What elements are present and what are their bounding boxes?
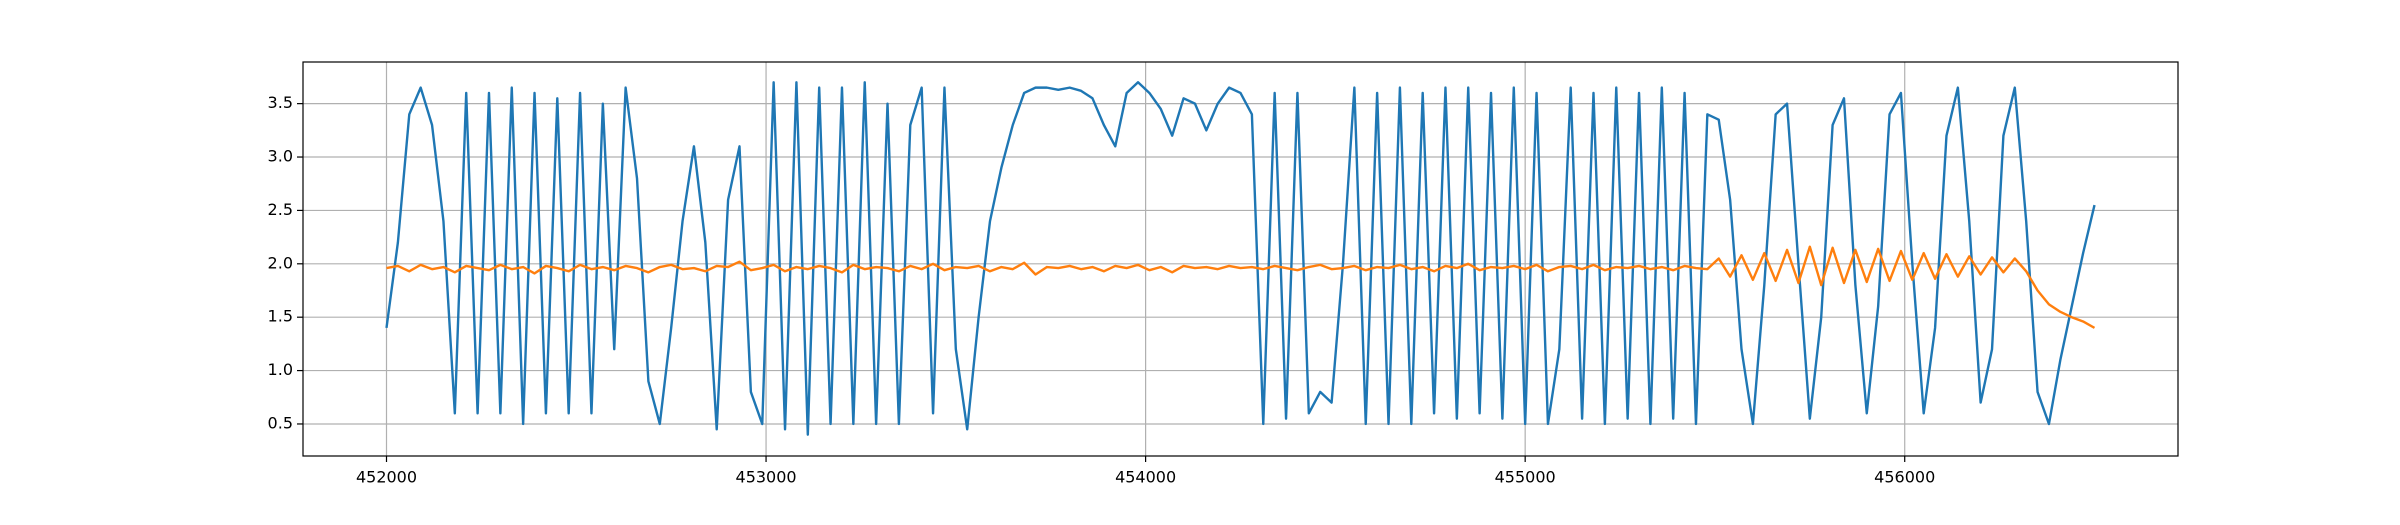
- x-tick-label: 455000: [1495, 468, 1556, 487]
- y-tick-label: 1.5: [268, 307, 293, 326]
- x-tick-label: 454000: [1115, 468, 1176, 487]
- x-tick-label: 456000: [1874, 468, 1935, 487]
- data-line: [385, 81, 2096, 436]
- x-tick-label: 453000: [736, 468, 797, 487]
- y-tick-label: 0.5: [268, 413, 293, 432]
- x-tick-label: 452000: [356, 468, 417, 487]
- y-tick-label: 1.0: [268, 360, 293, 379]
- data-line: [386, 245, 2096, 329]
- plot-frame: [302, 61, 2179, 457]
- y-tick-label: 3.5: [268, 93, 293, 112]
- y-tick-label: 2.5: [268, 200, 293, 219]
- y-tick-label: 2.0: [268, 253, 293, 272]
- y-tick-label: 3.0: [268, 147, 293, 166]
